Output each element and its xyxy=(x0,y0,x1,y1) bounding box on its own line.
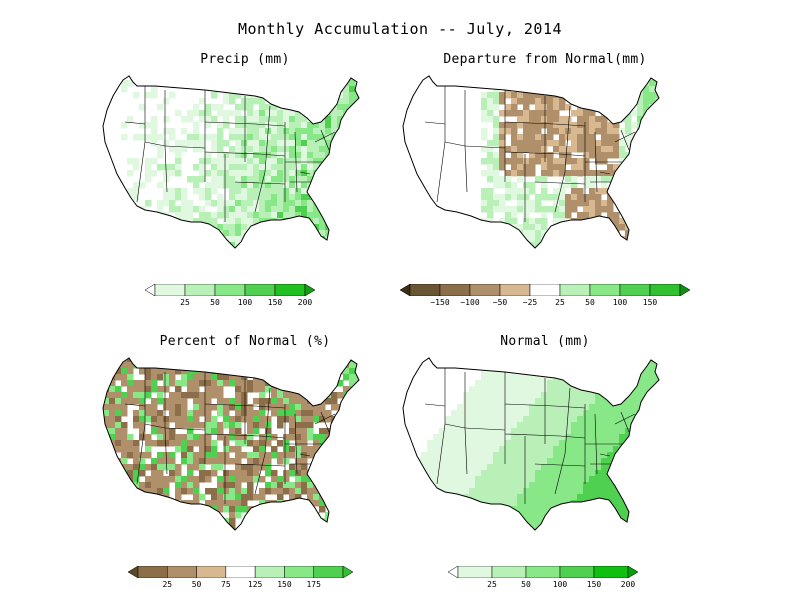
normal-colorbar: 25 50 100 150 200 xyxy=(448,566,638,596)
colorbar-swatch xyxy=(619,284,651,296)
colorbar-swatch xyxy=(244,284,276,296)
colorbar-swatch xyxy=(313,566,344,578)
colorbar-swatch xyxy=(154,284,186,296)
colorbar-swatch xyxy=(304,284,315,296)
colorbar-tick-label: 25 xyxy=(180,298,190,307)
colorbar-tick-label: 25 xyxy=(487,580,497,589)
colorbar-tick-label: 50 xyxy=(521,580,531,589)
country-outline xyxy=(102,75,360,249)
normal-map xyxy=(402,357,660,531)
colorbar-swatch xyxy=(137,566,168,578)
colorbar-tick-label: −150 xyxy=(430,298,450,307)
colorbar-tick-label: 150 xyxy=(267,298,283,307)
colorbar-swatch xyxy=(439,284,471,296)
colorbar-tick-label: −100 xyxy=(460,298,480,307)
precip-colorbar: 25 50 100 150 200 xyxy=(145,284,315,314)
colorbar-swatch xyxy=(274,284,306,296)
colorbar-swatch xyxy=(525,566,561,578)
colorbar-swatch xyxy=(627,566,638,578)
colorbar-tick-label: 150 xyxy=(277,580,292,589)
colorbar-swatch xyxy=(196,566,227,578)
colorbar-swatch xyxy=(589,284,621,296)
colorbar-swatch xyxy=(184,284,216,296)
colorbar-tick-label: 25 xyxy=(555,298,565,307)
colorbar-tick-label: 125 xyxy=(247,580,263,589)
percent-colorbar: 25 50 75 125 150 175 xyxy=(128,566,353,596)
colorbar-tick-label: 200 xyxy=(620,580,636,589)
departure-panel-title: Departure from Normal(mm) xyxy=(443,52,647,67)
colorbar-tick-label: 50 xyxy=(210,298,220,307)
departure-panel: Departure from Normal(mm) xyxy=(385,52,705,312)
colorbar-tick-label: 150 xyxy=(642,298,658,307)
percent-panel-title: Percent of Normal (%) xyxy=(159,334,331,349)
country-outline xyxy=(402,75,660,249)
state-borders xyxy=(424,86,636,222)
country-outline xyxy=(402,357,660,531)
colorbar-swatch xyxy=(128,566,139,578)
colorbar-swatch xyxy=(145,284,156,296)
page-title: Monthly Accumulation -- July, 2014 xyxy=(237,20,563,38)
colorbar-tick-label: 150 xyxy=(586,580,602,589)
colorbar-swatch xyxy=(529,284,561,296)
colorbar-swatch xyxy=(499,284,531,296)
precip-panel-title: Precip (mm) xyxy=(200,52,290,67)
colorbar-swatch xyxy=(593,566,629,578)
departure-map xyxy=(402,75,660,249)
colorbar-tick-label: −50 xyxy=(492,298,508,307)
colorbar-tick-label: 100 xyxy=(612,298,628,307)
colorbar-tick-label: 100 xyxy=(552,580,568,589)
colorbar-tick-label: 50 xyxy=(191,580,202,589)
colorbar-swatch xyxy=(214,284,246,296)
colorbar-tick-label: 100 xyxy=(237,298,253,307)
colorbar-swatch xyxy=(469,284,501,296)
colorbar-tick-label: 75 xyxy=(221,580,231,589)
state-borders xyxy=(424,368,636,504)
percent-panel: Percent of Normal (%) xyxy=(85,334,405,594)
colorbar-tick-label: 50 xyxy=(585,298,595,307)
colorbar-tick-label: −25 xyxy=(522,298,538,307)
normal-panel: Normal (mm) xyxy=(385,334,705,594)
colorbar-swatch xyxy=(284,566,314,578)
colorbar-swatch xyxy=(649,284,681,296)
colorbar-swatch xyxy=(559,284,591,296)
country-outline xyxy=(102,357,360,531)
percent-map xyxy=(102,357,360,531)
colorbar-swatch xyxy=(457,566,493,578)
colorbar-swatch xyxy=(679,284,690,296)
colorbar-swatch xyxy=(559,566,595,578)
precip-panel: Precip (mm) xyxy=(85,52,405,312)
colorbar-swatch xyxy=(342,566,353,578)
state-borders xyxy=(124,86,336,222)
colorbar-tick-label: 175 xyxy=(306,580,321,589)
colorbar-swatch xyxy=(409,284,441,296)
normal-panel-title: Normal (mm) xyxy=(500,334,590,349)
colorbar-swatch xyxy=(400,284,411,296)
colorbar-swatch xyxy=(167,566,197,578)
colorbar-swatch xyxy=(254,566,285,578)
departure-colorbar: −150 −100 −50 −25 25 50 100 150 xyxy=(400,284,690,314)
colorbar-swatch xyxy=(491,566,527,578)
colorbar-tick-label: 25 xyxy=(162,580,173,589)
precip-map xyxy=(102,75,360,249)
colorbar-swatch xyxy=(448,566,459,578)
colorbar-tick-label: 200 xyxy=(297,298,313,307)
colorbar-swatch xyxy=(225,566,256,578)
